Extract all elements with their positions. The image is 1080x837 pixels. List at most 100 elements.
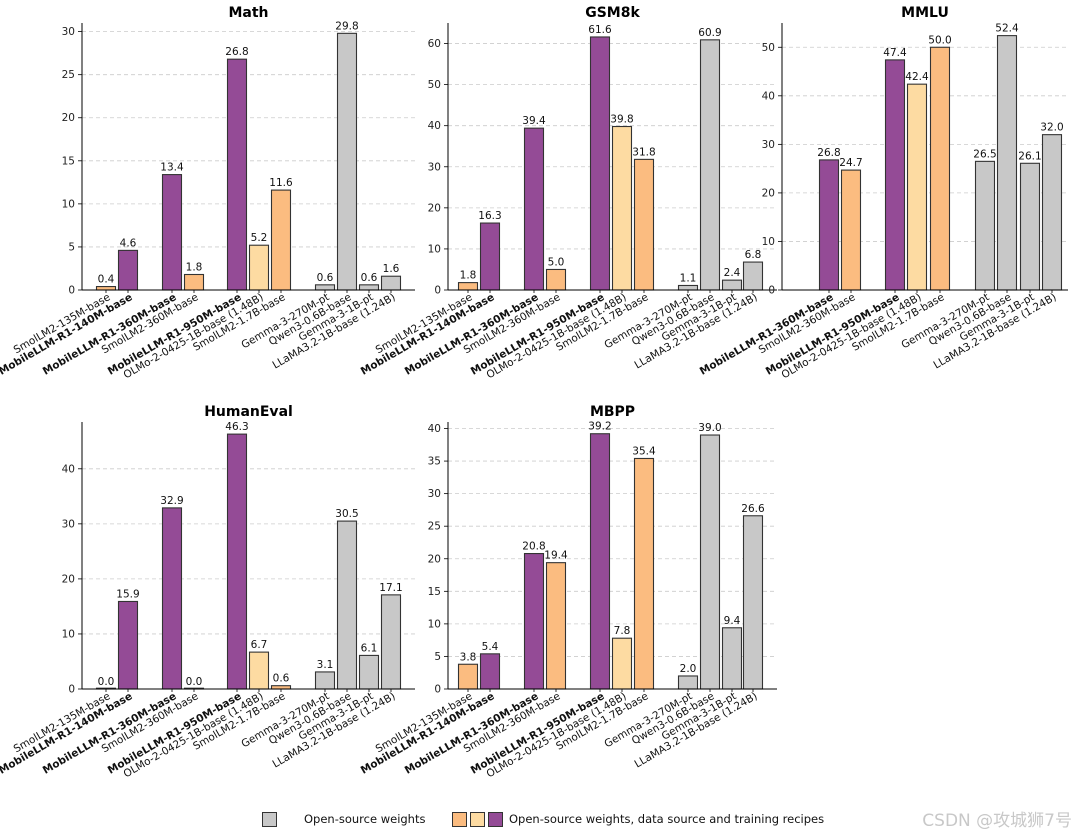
bar [380,275,402,291]
bar [840,169,862,291]
bar [1019,162,1041,291]
data-label: 0.0 [186,676,203,688]
y-tick-label: 20 [428,553,441,565]
bar [974,160,996,291]
bar [457,282,479,291]
bar [479,222,501,291]
bar [699,39,721,291]
bar [677,284,699,291]
bar [183,273,205,291]
bar [523,127,545,291]
data-label: 1.1 [680,272,697,284]
y-tick-label: 0 [434,285,441,297]
data-label: 24.7 [839,157,862,169]
bar [633,457,655,690]
y-tick-label: 10 [62,628,75,640]
data-label: 15.9 [116,588,139,600]
bar [248,244,270,291]
bar [95,286,117,291]
y-tick-label: 50 [762,42,775,54]
data-label: 52.4 [995,23,1019,35]
data-label: 0.6 [273,673,290,685]
data-label: 9.4 [724,615,741,627]
bar [884,59,906,291]
legend-swatch-orange [452,812,467,827]
data-label: 2.0 [680,663,697,675]
y-tick-label: 10 [62,198,75,210]
bar [633,158,655,291]
bar [270,189,292,291]
data-label: 29.8 [335,20,358,32]
bar [457,663,479,690]
data-label: 3.8 [460,651,477,663]
y-tick-label: 35 [428,456,441,468]
data-label: 1.6 [383,263,400,275]
y-tick-label: 0 [68,684,75,696]
data-label: 47.4 [883,47,907,59]
data-label: 39.2 [588,421,611,433]
data-label: 5.2 [251,232,268,244]
y-tick-label: 30 [62,518,75,530]
y-tick-label: 30 [762,139,775,151]
bar [996,35,1018,291]
bar [314,284,336,291]
bar [336,32,358,291]
data-label: 17.1 [379,582,402,594]
bar [117,600,139,690]
data-label: 0.0 [98,676,115,688]
bar [523,552,545,690]
bar [161,507,183,690]
y-tick-label: 10 [428,618,441,630]
data-label: 50.0 [928,34,951,46]
y-tick-label: 0 [68,285,75,297]
data-label: 4.6 [120,237,137,249]
y-tick-label: 0 [434,684,441,696]
legend-swatch-light-orange [470,812,485,827]
data-label: 39.0 [698,422,721,434]
bar [818,159,840,291]
legend-swatch-purple [488,812,503,827]
data-label: 46.3 [225,421,248,433]
gsm8k-chart-title: GSM8k [585,5,640,21]
data-label: 26.8 [225,46,248,58]
data-label: 32.0 [1040,122,1063,134]
y-tick-label: 20 [62,573,75,585]
data-label: 26.5 [973,148,996,160]
data-label: 30.5 [335,508,358,520]
bar [699,434,721,690]
data-label: 20.8 [522,541,545,553]
y-tick-label: 10 [762,236,775,248]
bar [677,675,699,690]
data-label: 11.6 [269,177,293,189]
y-tick-label: 20 [428,202,441,214]
bar [117,249,139,291]
data-label: 42.4 [905,71,929,83]
mmlu-chart-title: MMLU [901,5,949,21]
y-tick-label: 30 [428,161,441,173]
bar [161,174,183,291]
bar [545,562,567,690]
y-tick-label: 15 [428,586,441,598]
data-label: 31.8 [632,146,655,158]
bar [589,36,611,291]
y-tick-label: 15 [62,155,75,167]
bar [1041,134,1063,291]
legend-label-full-open: Open-source weights, data source and tra… [509,812,825,826]
y-tick-label: 30 [62,26,75,38]
bar [336,520,358,690]
data-label: 19.4 [544,550,568,562]
data-label: 6.1 [361,642,378,654]
data-label: 6.7 [251,639,268,651]
bar [611,637,633,690]
bar [589,433,611,690]
data-label: 2.4 [724,267,741,279]
bar [314,671,336,690]
bar [545,268,567,291]
bar [906,83,928,291]
watermark: CSDN @攻城狮7号 [922,811,1072,831]
mbpp-chart-title: MBPP [590,404,635,420]
data-label: 5.4 [482,641,499,653]
y-tick-label: 40 [762,90,775,102]
legend-label-open-weights: Open-source weights [304,812,426,826]
data-label: 13.4 [160,162,184,174]
